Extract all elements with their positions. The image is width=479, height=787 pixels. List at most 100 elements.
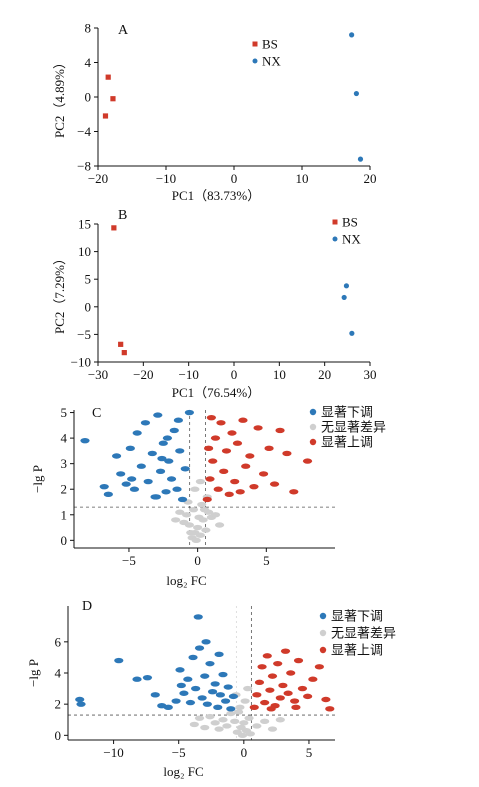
data-point bbox=[171, 517, 181, 523]
data-point bbox=[253, 425, 263, 431]
data-point bbox=[164, 458, 174, 464]
chart-panel-b: −30 −20 −10 0 10 20 30 −10 −5 0 5 10 15 B PC1（76.54%） P… bbox=[52, 208, 377, 400]
data-point bbox=[186, 529, 196, 536]
data-point bbox=[230, 478, 240, 485]
data-point bbox=[275, 717, 285, 723]
data-point bbox=[166, 476, 177, 482]
data-point bbox=[80, 437, 90, 444]
data-point-square bbox=[105, 74, 111, 80]
legend-label: BS bbox=[342, 215, 358, 230]
data-point-circle bbox=[343, 283, 350, 289]
x-tick-label: 20 bbox=[364, 171, 377, 186]
data-point bbox=[161, 489, 171, 495]
data-point bbox=[172, 486, 182, 492]
data-point bbox=[175, 509, 185, 515]
data-point bbox=[291, 704, 301, 710]
x-axis-label: PC1（83.73%） bbox=[172, 188, 260, 203]
data-point bbox=[289, 489, 299, 495]
data-point bbox=[230, 718, 240, 725]
x-tick-label: 5 bbox=[306, 745, 313, 760]
data-point bbox=[213, 486, 223, 492]
legend-marker bbox=[332, 236, 338, 242]
y-tick-label: −5 bbox=[77, 327, 91, 342]
data-point bbox=[267, 726, 278, 732]
y-tick-label: 0 bbox=[61, 533, 68, 548]
legend-marker bbox=[252, 41, 258, 47]
data-point bbox=[200, 673, 210, 679]
data-point bbox=[210, 681, 220, 687]
data-point bbox=[169, 427, 179, 434]
y-tick-label: 0 bbox=[85, 299, 92, 314]
data-point bbox=[215, 522, 225, 528]
data-point bbox=[179, 690, 189, 696]
data-point bbox=[208, 458, 218, 464]
data-point bbox=[177, 496, 188, 503]
legend-marker bbox=[309, 438, 317, 446]
data-point bbox=[191, 537, 201, 544]
y-tick-label: 0 bbox=[55, 728, 62, 743]
x-axis-label: log₂ FC bbox=[163, 764, 203, 779]
data-point bbox=[180, 466, 190, 472]
y-tick-label: 4 bbox=[85, 55, 92, 70]
data-point bbox=[182, 512, 192, 518]
data-point bbox=[99, 483, 109, 490]
data-point bbox=[150, 692, 160, 698]
data-point-square bbox=[121, 350, 127, 356]
data-point bbox=[278, 682, 288, 689]
data-point bbox=[75, 696, 85, 703]
data-point bbox=[210, 720, 220, 726]
data-point bbox=[206, 414, 216, 421]
data-point bbox=[249, 483, 259, 490]
data-point bbox=[264, 445, 274, 452]
data-point bbox=[205, 476, 215, 482]
data-point bbox=[245, 453, 255, 459]
data-point bbox=[163, 704, 173, 710]
data-point bbox=[116, 471, 126, 477]
data-point bbox=[158, 440, 168, 446]
data-point bbox=[125, 445, 135, 452]
legend-label: 无显著差异 bbox=[321, 420, 386, 435]
data-point bbox=[214, 726, 224, 732]
legend-label: 显著下调 bbox=[331, 609, 383, 624]
legend-label: 显著上调 bbox=[321, 435, 373, 450]
y-tick-label: −8 bbox=[77, 159, 91, 174]
data-point bbox=[220, 698, 231, 704]
legend-marker bbox=[332, 219, 338, 225]
data-point-circle bbox=[349, 330, 355, 336]
data-point bbox=[173, 417, 183, 423]
y-tick-label: 0 bbox=[85, 90, 92, 105]
data-point-square bbox=[110, 96, 116, 102]
data-point bbox=[254, 679, 265, 686]
x-tick-label: 0 bbox=[231, 171, 238, 186]
data-point bbox=[223, 684, 233, 690]
legend-label: BS bbox=[262, 37, 278, 52]
legend-marker bbox=[252, 58, 258, 64]
data-point bbox=[179, 519, 189, 526]
data-point-square bbox=[118, 341, 124, 347]
x-tick-label: −10 bbox=[103, 745, 123, 760]
data-point bbox=[213, 704, 223, 710]
x-tick-label: 10 bbox=[273, 367, 286, 382]
data-point bbox=[202, 701, 212, 707]
data-point bbox=[143, 478, 153, 485]
data-point bbox=[189, 721, 199, 728]
data-point bbox=[204, 445, 214, 452]
chart-panel-a: −20 −10 0 10 20 −8 −4 0 4 8 A PC1（83.73%） PC2（4.89%）… bbox=[52, 21, 377, 204]
data-point bbox=[321, 696, 331, 703]
data-point-square bbox=[111, 225, 117, 231]
data-point bbox=[280, 648, 291, 654]
y-tick-label: 6 bbox=[55, 634, 62, 649]
data-point bbox=[260, 718, 270, 725]
data-point bbox=[293, 657, 304, 664]
data-point bbox=[297, 685, 308, 692]
data-point bbox=[283, 690, 293, 696]
data-point bbox=[282, 450, 292, 457]
data-point bbox=[265, 687, 275, 693]
data-point bbox=[195, 532, 205, 538]
data-point bbox=[235, 489, 245, 495]
y-axis-label: −lg P bbox=[26, 659, 41, 687]
data-point bbox=[207, 688, 218, 695]
y-tick-label: 3 bbox=[61, 456, 68, 471]
data-point bbox=[216, 420, 226, 426]
